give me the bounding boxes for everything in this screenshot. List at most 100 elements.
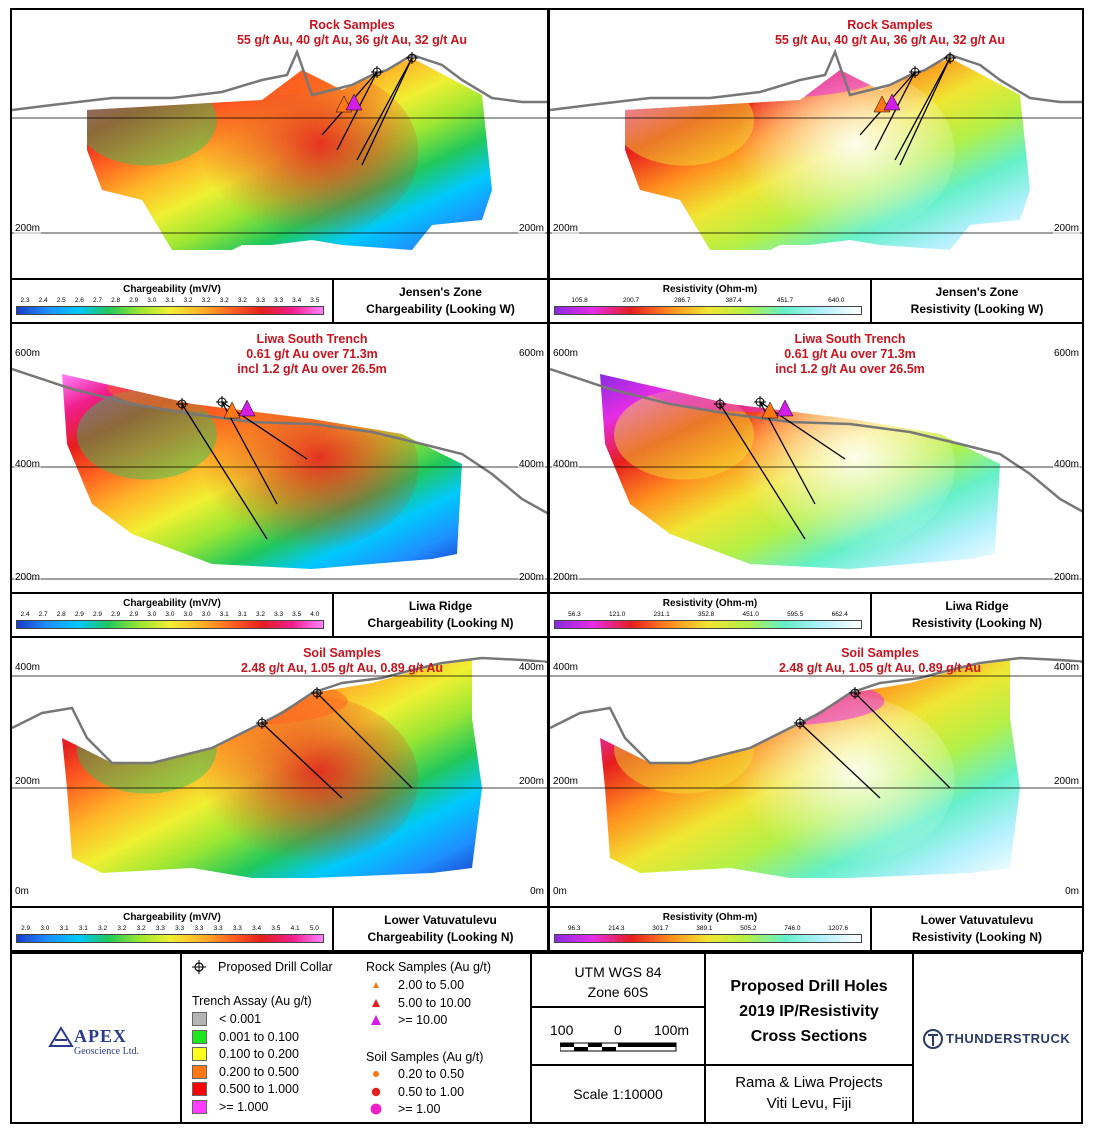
project-name: Rama & Liwa Projects Viti Levu, Fiji bbox=[706, 1072, 912, 1114]
color-scale-ticks: 56.3 121.0 231.1 352.8 451.0 595.5 662.4 bbox=[554, 611, 862, 618]
rock-legend-label: 2.00 to 5.00 bbox=[398, 978, 465, 992]
zone-name: Liwa Ridge bbox=[945, 599, 1009, 613]
color-scale-tick: 2.4 bbox=[20, 611, 30, 618]
soil-circle-icon bbox=[373, 1071, 379, 1077]
thunderstruck-logo-text: THUNDERSTRUCK bbox=[946, 1031, 1071, 1046]
color-scale-tick: 3.2 bbox=[117, 925, 127, 932]
color-scale-tick: 121.0 bbox=[609, 611, 626, 618]
trench-swatch-icon bbox=[192, 1082, 207, 1097]
project-line-1: Rama & Liwa Projects bbox=[735, 1074, 883, 1091]
rock-legend-item: 5.00 to 10.00 bbox=[368, 996, 471, 1010]
color-scale-tick: 3.1 bbox=[219, 611, 229, 618]
color-scale-tick: 3.0 bbox=[147, 611, 157, 618]
color-scale-title: Resistivity (Ohm-m) bbox=[662, 598, 758, 609]
section-map bbox=[550, 48, 1082, 250]
color-scale-tick: 2.7 bbox=[38, 611, 48, 618]
color-scale-tick: 2.6 bbox=[74, 297, 84, 304]
color-scale-tick: 2.5 bbox=[56, 297, 66, 304]
color-scale-tick: 3.2 bbox=[98, 925, 108, 932]
color-scale: Resistivity (Ohm-m) 105.8 200.7 286.7 387.4 4… bbox=[550, 280, 872, 322]
section-title: Jensen's Zone Resistivity (Looking W) bbox=[872, 284, 1082, 318]
soil-legend-item: >= 1.00 bbox=[368, 1102, 440, 1116]
color-scale-tick: 2.9 bbox=[111, 611, 121, 618]
color-scale-tick: 595.5 bbox=[787, 611, 804, 618]
section-legend: Resistivity (Ohm-m) 96.3 214.3 301.7 389.1 50… bbox=[550, 906, 1082, 950]
color-scale-tick: 640.0 bbox=[828, 297, 845, 304]
color-scale-title: Resistivity (Ohm-m) bbox=[662, 284, 758, 295]
apex-logo-subtext: Geoscience Ltd. bbox=[74, 1046, 139, 1057]
title-line-1: Proposed Drill Holes bbox=[730, 978, 888, 995]
soil-legend-label: 0.50 to 1.00 bbox=[398, 1084, 465, 1099]
color-scale-title: Chargeability (mV/V) bbox=[123, 912, 221, 923]
color-ramp bbox=[554, 306, 862, 315]
color-scale-tick: 3.5 bbox=[292, 611, 302, 618]
symbol-legend: Proposed Drill Collar Trench Assay (Au g… bbox=[182, 954, 532, 1122]
zone-name: Lower Vatuvatulevu bbox=[920, 913, 1034, 927]
topography-line bbox=[12, 656, 547, 765]
color-scale: Chargeability (mV/V) 2.9 3.0 3.1 3.1 3.2 3.2 3.… bbox=[12, 908, 334, 950]
color-scale-tick: 2.9 bbox=[92, 611, 103, 618]
section-title: Liwa Ridge Chargeability (Looking N) bbox=[334, 598, 547, 632]
color-scale-tick: 3.3 bbox=[274, 297, 284, 304]
topography-line bbox=[12, 48, 547, 112]
section-annotation: Rock Samples 55 g/t Au, 40 g/t Au, 36 g/t… bbox=[774, 18, 1006, 47]
color-scale-tick: 96.3 bbox=[567, 925, 581, 932]
drill-collar-icon bbox=[192, 960, 206, 974]
color-scale-tick: 301.7 bbox=[652, 925, 669, 932]
color-scale-tick: 231.1 bbox=[653, 611, 670, 618]
section-subtitle: Chargeability (Looking N) bbox=[367, 616, 514, 630]
zone-name: Lower Vatuvatulevu bbox=[384, 913, 497, 927]
topography-line bbox=[550, 367, 1082, 513]
color-ramp bbox=[554, 620, 862, 629]
datum-scale-cell: UTM WGS 84 Zone 60S 100 0 100m Scale 1:1… bbox=[532, 954, 706, 1122]
trench-swatch-icon bbox=[192, 1100, 207, 1114]
trench-legend-item: 0.200 to 0.500 bbox=[192, 1064, 299, 1079]
section-title: Liwa Ridge Resistivity (Looking N) bbox=[872, 598, 1082, 632]
color-scale-tick: 3.1 bbox=[59, 925, 69, 932]
soil-legend-label: >= 1.00 bbox=[398, 1102, 441, 1117]
color-scale-tick: 352.8 bbox=[698, 611, 715, 618]
color-scale-tick: 200.7 bbox=[622, 297, 640, 304]
color-scale-title: Chargeability (mV/V) bbox=[123, 284, 221, 295]
color-ramp bbox=[16, 934, 324, 943]
rock-legend-label: >= 10.00 bbox=[398, 1013, 448, 1028]
section-panel-4: 600m 600m 400m 400m 200m 200m Liwa South Trenc… bbox=[548, 322, 1084, 638]
rock-triangle-icon bbox=[373, 982, 379, 988]
trench-legend-label: >= 1.000 bbox=[219, 1100, 269, 1114]
map-footer: APEX Geoscience Ltd. Proposed Drill Coll… bbox=[10, 952, 1083, 1124]
topography-line bbox=[12, 367, 547, 515]
zone-name: Liwa Ridge bbox=[408, 599, 473, 613]
section-annotation: Rock Samples 55 g/t Au, 40 g/t Au, 36 g/t… bbox=[236, 18, 468, 47]
color-scale-tick: 387.4 bbox=[725, 297, 742, 304]
color-scale-tick: 3.5 bbox=[271, 925, 281, 932]
color-scale-tick: 105.8 bbox=[571, 297, 588, 304]
color-scale-tick: 2.3 bbox=[20, 297, 30, 304]
color-scale-tick: 3.1 bbox=[78, 925, 88, 932]
section-map bbox=[12, 367, 547, 580]
color-scale: Chargeability (mV/V) 2.4 2.7 2.8 2.9 2.9 2.9 2.… bbox=[12, 594, 334, 636]
trench-swatch-icon bbox=[192, 1064, 207, 1079]
trench-legend-label: < 0.001 bbox=[219, 1012, 262, 1026]
color-scale-tick: 3.4 bbox=[292, 297, 302, 304]
rock-triangle-icon bbox=[371, 1015, 381, 1026]
rock-legend-title: Rock Samples (Au g/t) bbox=[366, 960, 492, 974]
color-scale-tick: 3.3 bbox=[155, 925, 165, 932]
color-scale-tick: 3.4 bbox=[252, 925, 262, 932]
color-scale-ticks: 2.9 3.0 3.1 3.1 3.2 3.2 3.2 3.3 3.3 3.3 3.3 3.3 3.4 3… bbox=[16, 925, 324, 932]
section-panel-3: 600m 600m 400m 400m 200m 200m Liwa South Trenc… bbox=[10, 322, 549, 638]
soil-legend-item: 0.20 to 0.50 bbox=[368, 1067, 464, 1081]
section-subtitle: Chargeability (Looking N) bbox=[367, 930, 514, 944]
color-scale-ticks: 2.4 2.7 2.8 2.9 2.9 2.9 2.9 3.0 3.0 3.0 3.0 3.1 3.1 3… bbox=[16, 611, 324, 618]
section-subtitle: Resistivity (Looking N) bbox=[911, 930, 1042, 944]
trench-legend-label: 0.100 to 0.200 bbox=[219, 1047, 299, 1062]
thunderstruck-logo-cell: THUNDERSTRUCK bbox=[914, 954, 1083, 1122]
soil-circle-icon bbox=[371, 1087, 381, 1096]
project-line-2: Viti Levu, Fiji bbox=[766, 1095, 852, 1112]
drill-collar-legend: Proposed Drill Collar bbox=[192, 960, 333, 974]
color-scale-tick: 3.0 bbox=[183, 611, 193, 618]
section-subtitle: Resistivity (Looking N) bbox=[911, 616, 1042, 630]
section-legend: Chargeability (mV/V) 2.3 2.4 2.5 2.6 2.7 2.8 2.… bbox=[12, 278, 547, 322]
section-panel-6: 400m 400m 200m 200m 0m 0m Soil Samples 2.48 g/t… bbox=[548, 636, 1084, 952]
rock-legend-item: >= 10.00 bbox=[368, 1013, 447, 1027]
color-scale-tick: 4.1 bbox=[290, 925, 300, 932]
